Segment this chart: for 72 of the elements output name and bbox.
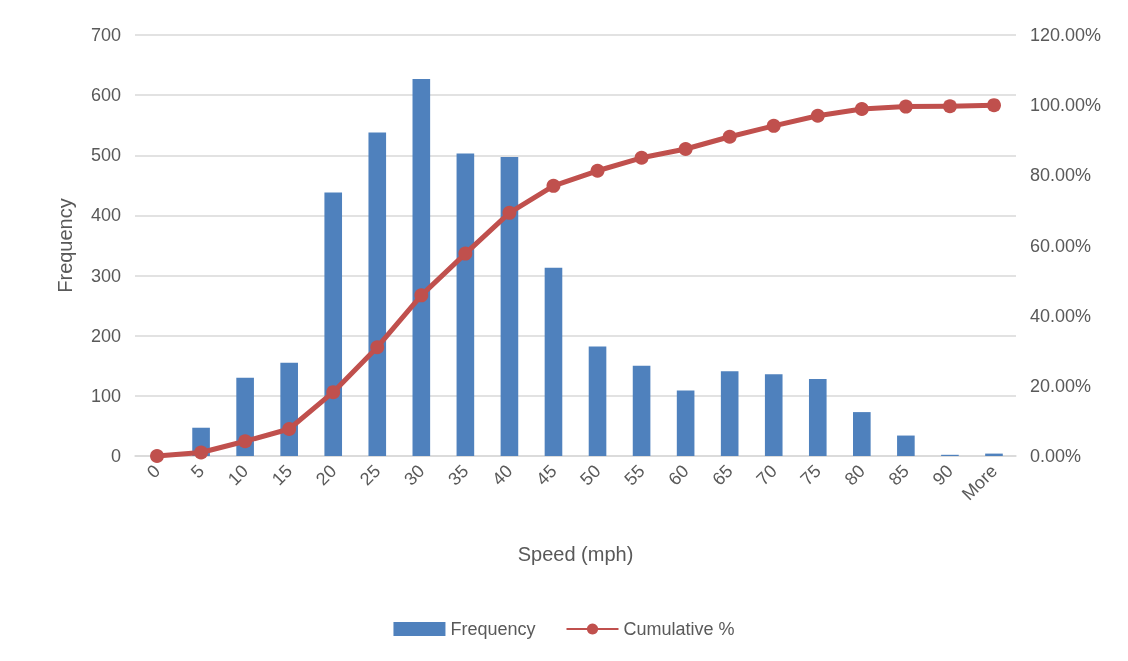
point xyxy=(942,99,957,114)
x-tick-label: 55 xyxy=(620,460,649,490)
point xyxy=(898,99,913,114)
y2-tick-label: 20.00% xyxy=(1030,375,1092,396)
legend-label: Cumulative % xyxy=(623,619,735,639)
y-tick-label: 200 xyxy=(90,325,121,346)
point xyxy=(678,142,693,157)
y2-tick-label: 40.00% xyxy=(1030,305,1092,326)
point xyxy=(766,118,781,133)
bar xyxy=(500,157,519,456)
bar xyxy=(544,267,563,456)
bar xyxy=(897,435,915,456)
x-tick-label: 10 xyxy=(223,460,253,490)
y2-tick-label: 60.00% xyxy=(1030,235,1092,256)
legend-label: Frequency xyxy=(450,619,536,639)
x-tick-label: 0 xyxy=(142,460,165,483)
point xyxy=(370,340,385,355)
y-axis-title: Frequency xyxy=(54,198,76,293)
point xyxy=(502,205,517,220)
point xyxy=(458,246,473,261)
point xyxy=(854,102,869,117)
bar xyxy=(368,132,387,456)
x-tick-label: 75 xyxy=(796,460,825,490)
x-tick-label: 25 xyxy=(356,460,385,490)
point xyxy=(722,129,737,144)
y2-tick-label: 80.00% xyxy=(1030,165,1092,186)
x-axis-title: Speed (mph) xyxy=(517,543,634,565)
point xyxy=(282,421,297,436)
x-tick-label: 5 xyxy=(186,460,209,483)
bar xyxy=(853,412,871,456)
y-tick-label: 600 xyxy=(90,85,121,106)
x-tick-label: 60 xyxy=(664,460,693,490)
point xyxy=(810,108,825,123)
bar xyxy=(412,78,431,456)
x-tick-label: 50 xyxy=(576,460,605,490)
point xyxy=(414,288,429,303)
y-tick-label: 300 xyxy=(90,265,121,286)
x-tick-label: 40 xyxy=(488,460,517,490)
point xyxy=(238,434,253,449)
point xyxy=(590,163,605,178)
point xyxy=(986,98,1001,113)
point xyxy=(150,449,165,463)
point xyxy=(194,445,209,460)
bar xyxy=(324,192,343,456)
bar xyxy=(676,390,695,456)
y-tick-label: 400 xyxy=(90,205,121,226)
bar xyxy=(456,153,475,456)
x-tick-label: 85 xyxy=(884,460,913,490)
x-tick-label: 65 xyxy=(708,460,737,490)
x-tick-label: 90 xyxy=(928,460,957,490)
x-tick-label: 20 xyxy=(312,460,341,490)
x-tick-label: 70 xyxy=(752,460,781,490)
y-tick-label: 500 xyxy=(90,145,121,166)
x-tick-label: 45 xyxy=(532,460,561,490)
y-tick-label: 100 xyxy=(90,385,121,406)
bar xyxy=(764,374,783,456)
x-tick-label: 30 xyxy=(400,460,429,490)
y-tick-label: 700 xyxy=(90,25,121,45)
point xyxy=(326,385,341,400)
y2-tick-label: 0.00% xyxy=(1030,446,1082,466)
bar xyxy=(632,365,651,456)
point xyxy=(546,178,561,193)
x-tick-label: 80 xyxy=(840,460,869,490)
point xyxy=(634,150,649,165)
bar xyxy=(588,346,607,456)
bar xyxy=(808,379,827,456)
y-tick-label: 0 xyxy=(110,446,121,466)
x-tick-label: 15 xyxy=(267,460,297,490)
y2-tick-label: 120.00% xyxy=(1030,25,1102,45)
x-tick-label: 35 xyxy=(444,460,473,490)
y2-tick-label: 100.00% xyxy=(1030,95,1102,116)
bar xyxy=(720,371,739,456)
